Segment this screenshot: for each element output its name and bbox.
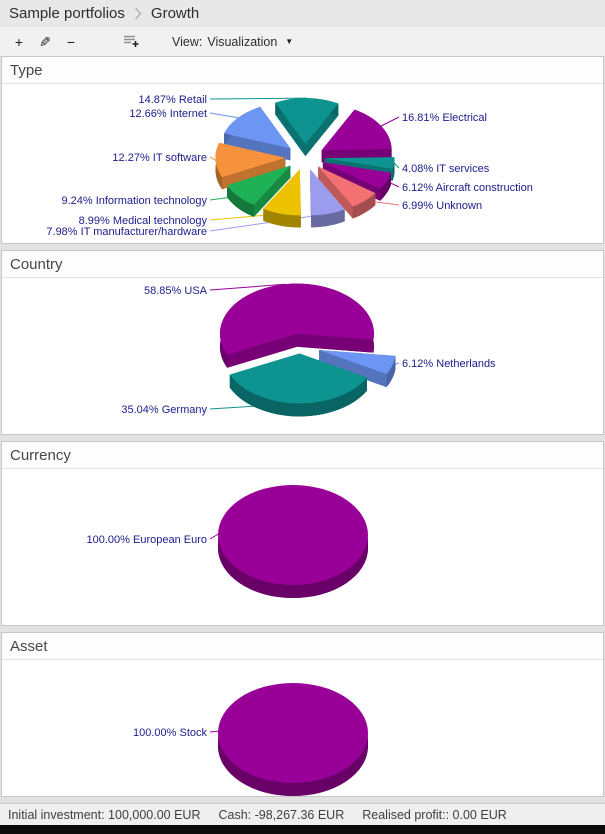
add-to-list-button[interactable] — [120, 31, 142, 53]
pie-slice-unknown[interactable] — [318, 166, 376, 207]
section-type: Type 16.81% Electrical 4.08% IT services 6… — [1, 56, 604, 244]
pie-slice-information-technology[interactable] — [227, 165, 291, 205]
section-title: Type — [10, 61, 43, 79]
pie-slice-stock[interactable] — [218, 683, 368, 783]
slice-label-usa: 58.85% USA — [144, 285, 208, 297]
breadcrumb-current[interactable]: Growth — [150, 5, 200, 22]
slice-label-internet: 12.66% Internet — [129, 108, 207, 120]
slice-label-netherlands: 6.12% Netherlands — [402, 358, 496, 370]
country-pie-chart: 58.85% USA 6.12% Netherlands 35.04% German… — [2, 278, 603, 434]
slice-label-european-euro: 100.00% European Euro — [87, 534, 207, 546]
section-currency: Currency 100.00% European Euro — [1, 441, 604, 626]
pie-side — [275, 102, 306, 157]
status-realised-profit: Realised profit:: 0.00 EUR — [362, 807, 507, 822]
pie-side — [227, 185, 254, 217]
section-currency-header: Currency — [2, 442, 603, 469]
country-pie-chart-svg: 58.85% USA 6.12% Netherlands 35.04% German… — [121, 283, 496, 417]
toolbar: + ✎ − View: Visualization ▼ — [0, 27, 605, 56]
pie-side — [227, 333, 297, 368]
section-asset-header: Asset — [2, 633, 603, 660]
currency-pie-chart: 100.00% European Euro — [2, 469, 603, 625]
pie-slice-european-euro[interactable] — [218, 485, 368, 585]
slice-label-it-software: 12.27% IT software — [112, 152, 207, 164]
slice-label-aircraft-construction: 6.12% Aircraft construction — [402, 182, 533, 194]
breadcrumb-chevron-icon — [134, 7, 142, 20]
pie-slice-retail[interactable] — [275, 98, 339, 145]
asset-pie-chart-svg: 100.00% Stock — [133, 683, 368, 796]
slice-label-retail: 14.87% Retail — [139, 94, 208, 106]
bottom-strip — [0, 825, 605, 834]
slice-label-medical-technology: 8.99% Medical technology — [79, 215, 208, 227]
chevron-down-icon: ▼ — [285, 37, 294, 46]
pie-slice-medical-technology[interactable] — [263, 169, 301, 216]
view-dropdown[interactable]: View: Visualization ▼ — [172, 35, 293, 49]
section-asset: Asset 100.00% Stock — [1, 632, 604, 797]
edit-pencil-button[interactable]: ✎ — [36, 31, 54, 53]
add-button[interactable]: + — [10, 31, 28, 53]
pie-slice-aircraft-construction[interactable] — [322, 162, 391, 189]
pie-side — [305, 103, 339, 157]
slice-label-it-manufacturer-hardware: 7.98% IT manufacturer/hardware — [46, 226, 207, 238]
slice-label-it-services: 4.08% IT services — [402, 163, 490, 175]
pie-side — [224, 133, 291, 161]
pie-side — [218, 535, 368, 598]
section-country-header: Country — [2, 251, 603, 278]
pie-side — [318, 166, 353, 219]
breadcrumb: Sample portfolios Growth — [0, 0, 605, 27]
pie-side — [263, 208, 301, 228]
main-content: Type 16.81% Electrical 4.08% IT services 6… — [0, 56, 605, 803]
pie-slice-electrical[interactable] — [321, 109, 392, 151]
asset-pie-chart: 100.00% Stock — [2, 660, 603, 796]
pie-side — [392, 157, 395, 181]
status-cash: Cash: -98,267.36 EUR — [218, 807, 345, 822]
view-dropdown-value: Visualization — [207, 34, 278, 49]
breadcrumb-root[interactable]: Sample portfolios — [9, 5, 125, 22]
section-title: Asset — [10, 637, 48, 655]
pie-slice-it-manufacturer-hardware[interactable] — [310, 169, 345, 216]
label-leader-line — [209, 283, 285, 291]
pie-side — [311, 209, 345, 228]
slice-label-unknown: 6.99% Unknown — [402, 200, 482, 212]
remove-button[interactable]: − — [62, 31, 80, 53]
label-leader-line — [209, 156, 216, 161]
slice-label-information-technology: 9.24% Information technology — [61, 195, 207, 207]
pie-side — [352, 193, 376, 219]
view-dropdown-label: View: — [172, 34, 203, 49]
status-bar: Initial investment: 100,000.00 EUR Cash:… — [0, 803, 605, 825]
label-leader-line — [209, 112, 239, 119]
label-leader-line — [380, 116, 400, 127]
pie-slice-usa[interactable] — [219, 283, 374, 355]
type-pie-chart: 16.81% Electrical 4.08% IT services 6.12% … — [2, 84, 603, 243]
slice-label-electrical: 16.81% Electrical — [402, 112, 487, 124]
pie-slice-internet[interactable] — [224, 106, 291, 149]
status-initial-investment: Initial investment: 100,000.00 EUR — [8, 807, 201, 822]
label-leader-line — [393, 162, 400, 169]
section-title: Country — [10, 255, 63, 273]
pie-side — [319, 350, 387, 388]
pie-slice-netherlands[interactable] — [319, 350, 396, 375]
currency-pie-chart-svg: 100.00% European Euro — [87, 485, 368, 598]
type-pie-chart-svg: 16.81% Electrical 4.08% IT services 6.12% … — [46, 94, 533, 238]
slice-label-germany: 35.04% Germany — [121, 404, 207, 416]
pie-side — [229, 374, 367, 417]
pie-slice-it-services[interactable] — [324, 157, 395, 169]
add-to-list-icon — [123, 33, 140, 50]
pie-side — [310, 169, 312, 228]
section-title: Currency — [10, 446, 71, 464]
pie-slice-it-software[interactable] — [215, 142, 286, 178]
pie-slice-germany[interactable] — [229, 353, 367, 404]
slice-label-stock: 100.00% Stock — [133, 727, 207, 739]
section-type-header: Type — [2, 57, 603, 84]
pie-side — [218, 733, 368, 796]
pie-side — [297, 333, 374, 353]
section-country: Country 58.85% USA 6.12% Netherlands 35.04… — [1, 250, 604, 435]
label-leader-line — [209, 97, 307, 100]
pie-side — [380, 172, 391, 201]
pie-side — [386, 355, 396, 388]
